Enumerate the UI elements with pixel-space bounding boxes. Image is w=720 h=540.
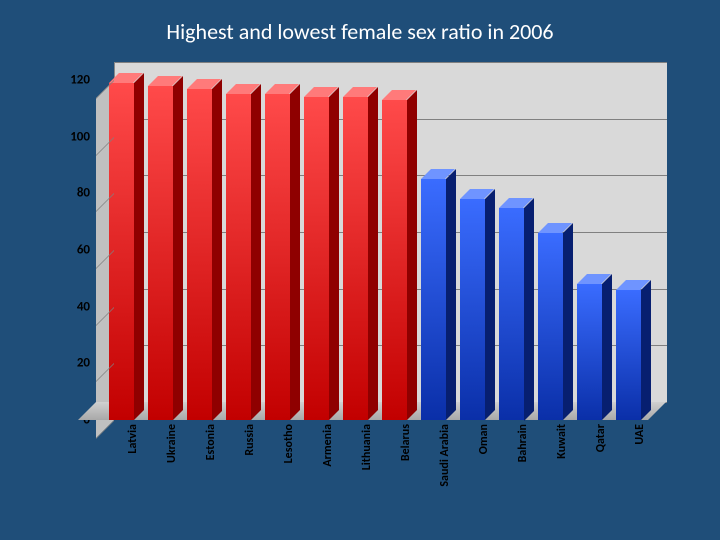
x-tick-label: Belarus (399, 424, 413, 514)
bar-front (304, 97, 328, 420)
bar (538, 233, 562, 420)
bar-front (616, 290, 640, 420)
y-tick-label: 100 (50, 129, 90, 144)
x-tick-label: Latvia (126, 424, 140, 514)
x-tick-label: Ukraine (165, 424, 179, 514)
bar-front (382, 100, 406, 420)
y-tick-label: 80 (50, 186, 90, 201)
bar-side (134, 73, 144, 420)
bar-front (460, 199, 484, 420)
bar-side (563, 223, 573, 420)
y-axis: 020406080100120 (50, 80, 90, 420)
bar (226, 94, 250, 420)
x-tick-label: Armenia (321, 424, 335, 514)
bar-front (577, 284, 601, 420)
x-tick-label: Qatar (594, 424, 608, 514)
bar-front (421, 179, 445, 420)
bar-side (251, 84, 261, 420)
bar (187, 89, 211, 421)
bar (382, 100, 406, 420)
x-tick-label: Bahrain (516, 424, 530, 514)
bar-front (148, 86, 172, 420)
x-tick-label: Russia (243, 424, 257, 514)
y-tick-label: 20 (50, 356, 90, 371)
gridline (115, 62, 667, 63)
chart-title: Highest and lowest female sex ratio in 2… (0, 18, 720, 45)
chart-container: 020406080100120 LatviaUkraineEstoniaRuss… (50, 80, 670, 520)
bar-side (602, 274, 612, 420)
bar-side (407, 90, 417, 420)
bar-side (485, 189, 495, 420)
bar (499, 208, 523, 421)
x-tick-label: Kuwait (555, 424, 569, 514)
y-tick-label: 40 (50, 299, 90, 314)
y-tick-label: 60 (50, 243, 90, 258)
bar (265, 94, 289, 420)
bar (460, 199, 484, 420)
x-tick-label: Lithuania (360, 424, 374, 514)
x-tick-label: Oman (477, 424, 491, 514)
y-tick-label: 120 (50, 73, 90, 88)
bar-side (173, 76, 183, 420)
bar-front (343, 97, 367, 420)
bar-side (641, 280, 651, 420)
bars-group (102, 80, 666, 420)
x-tick-label: Lesotho (282, 424, 296, 514)
x-tick-label: Saudi Arabia (438, 424, 452, 514)
bar-side (212, 79, 222, 421)
bar-side (446, 169, 456, 420)
bar (148, 86, 172, 420)
bar (616, 290, 640, 420)
plot-area (96, 80, 666, 420)
x-axis-labels: Latvia Ukraine Estonia Russia Lesotho Armenia… (96, 424, 666, 520)
bar-side (524, 198, 534, 421)
bar-front (499, 208, 523, 421)
bar (343, 97, 367, 420)
bar-front (265, 94, 289, 420)
bar-front (538, 233, 562, 420)
bar (577, 284, 601, 420)
x-tick-label: Estonia (204, 424, 218, 514)
bar (421, 179, 445, 420)
bar-side (290, 84, 300, 420)
bar-side (329, 87, 339, 420)
bar-front (226, 94, 250, 420)
bar (304, 97, 328, 420)
bar-side (368, 87, 378, 420)
bar-front (187, 89, 211, 421)
x-tick-label: UAE (633, 424, 647, 514)
